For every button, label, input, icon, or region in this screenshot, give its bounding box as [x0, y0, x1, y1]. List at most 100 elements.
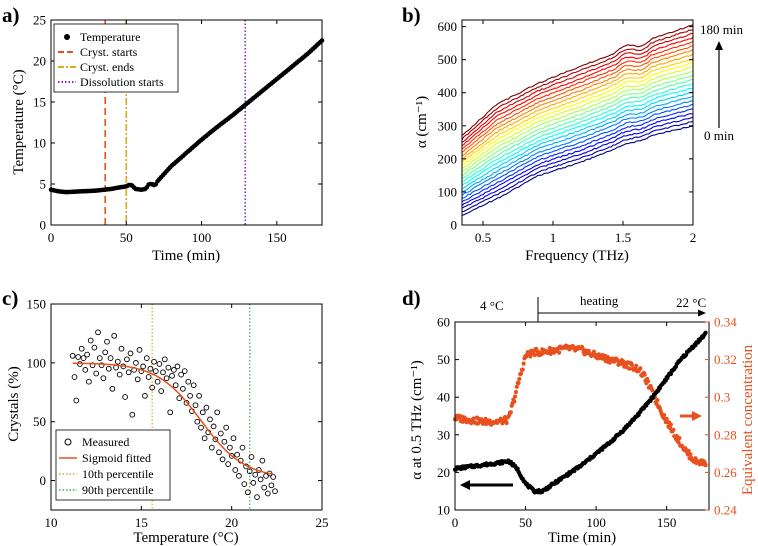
measured-point — [142, 392, 148, 399]
measured-point — [257, 476, 264, 483]
measured-point — [147, 365, 154, 372]
measured-point — [239, 444, 246, 451]
b-ytick-label: 100 — [438, 184, 458, 199]
legend-marker-temperature — [64, 34, 70, 40]
axes-frame-a — [50, 19, 323, 226]
y-axis-label-right-d: Equivalent concentration — [740, 344, 756, 495]
a-ytick-label: 20 — [33, 54, 46, 69]
d-ytick-label: 40 — [437, 390, 450, 405]
measured-point — [86, 378, 92, 385]
b-xtick-label: 2 — [690, 230, 697, 245]
absorption-curve — [461, 87, 694, 187]
concentration-point — [668, 422, 674, 427]
absorption-curve — [461, 113, 693, 207]
d-ytick-label-right: 0.26 — [714, 465, 737, 480]
measured-point — [102, 349, 109, 356]
measured-point — [143, 355, 150, 361]
measured-point — [122, 394, 128, 400]
concentration-point — [655, 398, 660, 403]
d-ytick-label-right: 0.3 — [714, 390, 730, 405]
measured-point — [118, 345, 125, 352]
measured-point — [91, 344, 98, 351]
b-ytick-label: 600 — [438, 19, 458, 34]
alpha-point — [703, 330, 708, 335]
d-xtick-label: 150 — [657, 515, 677, 530]
measured-point — [187, 392, 193, 399]
legend-c: Measured Sigmoid fitted 10th percentile … — [55, 429, 171, 501]
measured-point — [140, 363, 146, 370]
measured-point — [203, 404, 210, 411]
absorption-curve — [461, 91, 694, 190]
concentration-point — [513, 389, 519, 395]
measured-point — [172, 382, 179, 389]
measured-point — [73, 397, 80, 404]
concentration-point — [650, 388, 655, 393]
c-ytick-label: 100 — [27, 355, 47, 370]
a-xtick-label: 150 — [267, 230, 287, 245]
measured-point — [223, 424, 230, 431]
measured-point — [241, 481, 248, 487]
c-xtick-label: 15 — [135, 515, 148, 530]
alpha-point — [668, 371, 674, 377]
legend-entry-p10: 10th percentile — [82, 467, 154, 481]
y-axis-label-d: α at 0.5 THz (cm⁻¹) — [409, 360, 425, 480]
measured-point — [181, 368, 188, 374]
absorption-curve — [461, 74, 694, 177]
panel-a: a) 0 50 100 150 0 5 10 15 20 25 Time (min) Temper… — [2, 3, 325, 264]
absorption-curve — [461, 125, 694, 216]
a-ytick-label: 0 — [40, 218, 47, 233]
measured-point — [125, 369, 132, 376]
measured-point — [109, 385, 116, 392]
b-ytick-label: 300 — [438, 118, 458, 133]
c-xtick-label: 25 — [316, 515, 329, 530]
measured-point — [196, 392, 202, 399]
legend-entry-dissolution: Dissolution starts — [80, 75, 164, 89]
measured-point — [69, 352, 76, 359]
y-axis-label-c: Crystals (%) — [6, 366, 22, 441]
legend-entry-cryst-ends: Cryst. ends — [80, 60, 134, 74]
measured-point — [272, 488, 278, 495]
measured-point — [78, 345, 85, 352]
measured-point — [105, 365, 112, 372]
b-ytick-label: 0 — [451, 218, 458, 233]
d-ytick-label: 60 — [437, 315, 450, 330]
measured-point — [217, 430, 224, 437]
concentration-point — [463, 416, 468, 421]
absorption-curve — [461, 100, 694, 196]
d-xtick-label: 0 — [452, 515, 459, 530]
d-ytick-label-right: 0.24 — [714, 503, 737, 518]
measured-point — [158, 388, 165, 394]
measured-point — [254, 494, 260, 500]
measured-point — [210, 423, 217, 430]
absorption-curve — [461, 66, 694, 170]
measured-point — [270, 474, 277, 480]
a-ytick-label: 5 — [40, 177, 47, 192]
measured-point — [171, 367, 177, 373]
measured-point — [261, 484, 268, 491]
concentration-point — [514, 384, 519, 389]
a-ytick-label: 25 — [33, 13, 46, 28]
measured-point — [149, 384, 156, 391]
measured-point — [264, 490, 271, 497]
measured-point — [136, 347, 143, 353]
annotation-4c: 4 °C — [480, 298, 504, 313]
measured-point — [71, 374, 78, 380]
measured-point — [127, 350, 134, 357]
absorption-curve — [461, 45, 694, 153]
measured-point — [176, 395, 183, 402]
d-ytick-label: 50 — [437, 352, 450, 367]
measured-point — [89, 362, 96, 369]
measured-point — [259, 457, 266, 464]
absorption-curve — [461, 79, 694, 179]
concentration-point — [518, 371, 524, 376]
absorption-curve — [461, 120, 694, 213]
concentration-point — [688, 452, 693, 457]
absorption-curve — [461, 83, 694, 183]
measured-point — [185, 378, 192, 385]
concentration-point — [638, 366, 643, 371]
heating-arrow-head — [698, 309, 706, 317]
absorption-curve — [461, 103, 694, 199]
measured-point — [134, 376, 141, 383]
measured-point — [124, 356, 130, 363]
panel-b: b) 0.5 1 1.5 2 0 100 200 300 400 500 600 Frequency… — [402, 3, 743, 264]
